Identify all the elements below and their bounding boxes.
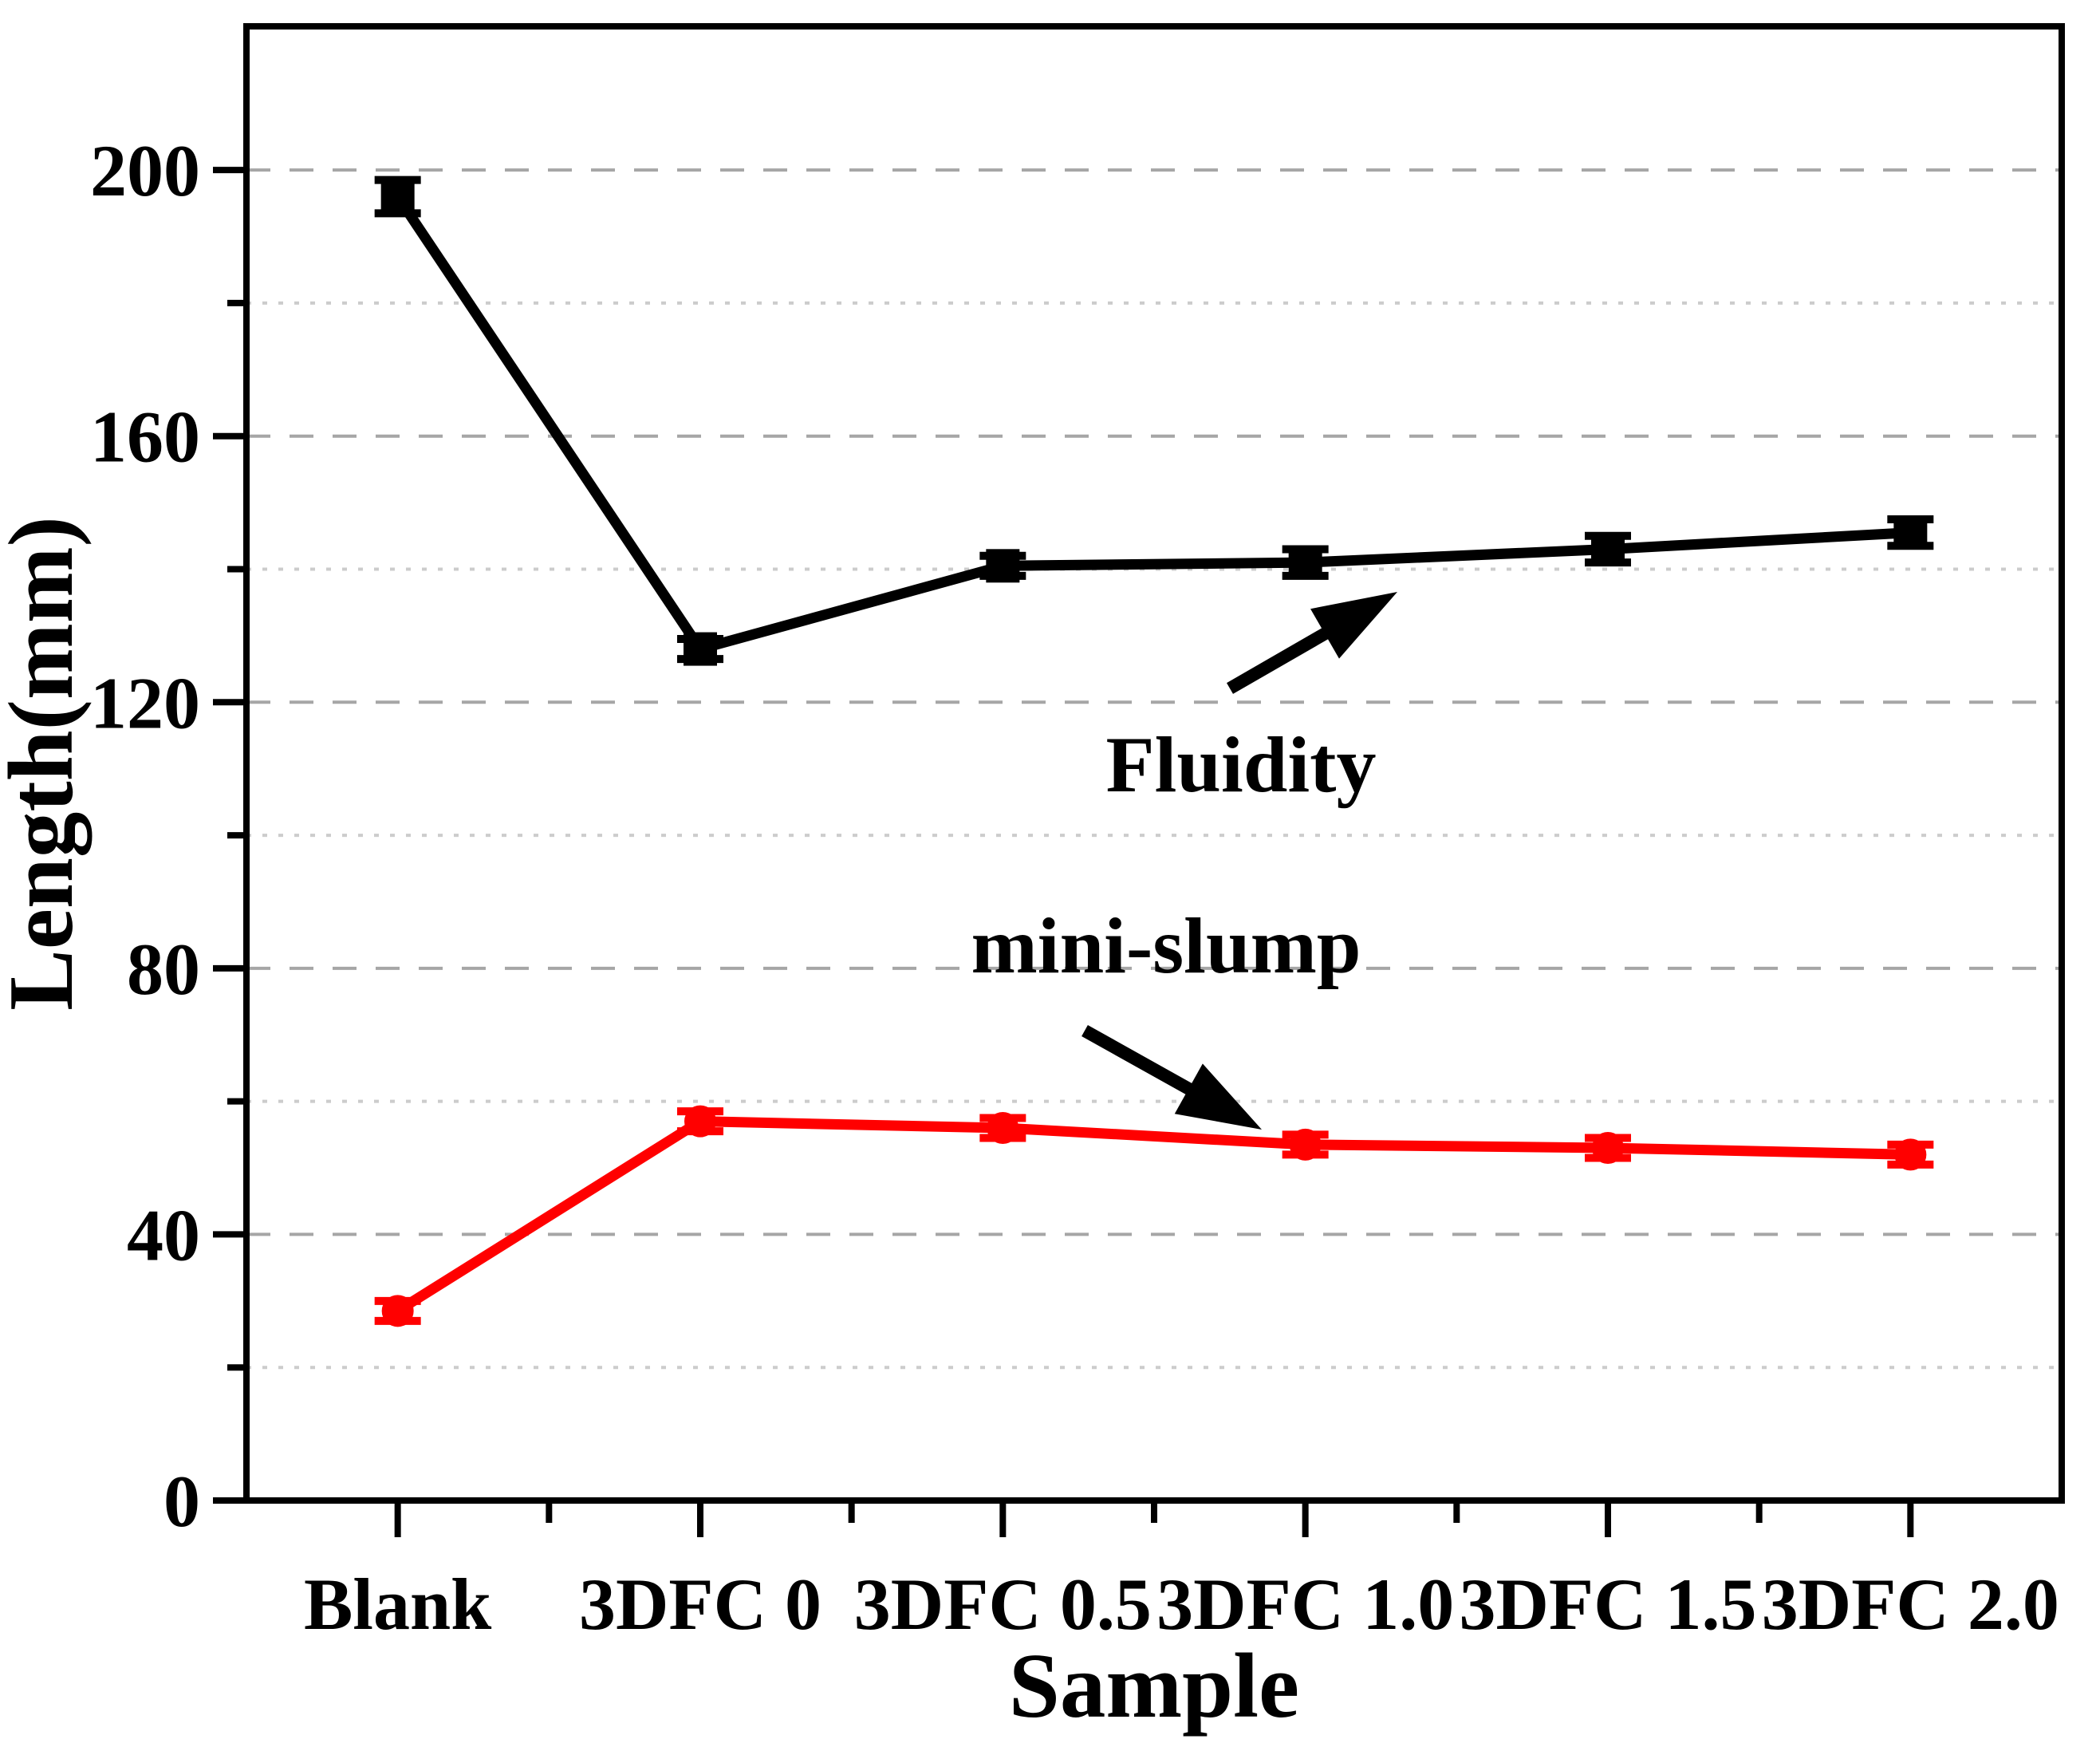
y-tick-label-40: 40: [127, 1194, 200, 1276]
x-tick-label-3dfc-1-0: 3DFC 1.0: [1156, 1564, 1454, 1645]
y-tick-label-200: 200: [90, 130, 200, 211]
mini-slump-annotation-label: mini-slump: [971, 901, 1361, 990]
annotation-arrow-line-0: [1227, 620, 1342, 694]
y-axis-title: Length(mm): [0, 516, 92, 1011]
y-tick-label-120: 120: [90, 662, 200, 743]
x-tick-label-3dfc-0: 3DFC 0: [579, 1564, 821, 1645]
annotation-arrow-line-1: [1082, 1025, 1206, 1102]
point-fluidity-2: [986, 549, 1020, 583]
annotation-arrow-head-0: [1310, 592, 1397, 659]
plot-border: [243, 23, 2065, 1504]
y-tick-label-0: 0: [164, 1461, 200, 1542]
point-fluidity-5: [1893, 515, 1928, 550]
series-fluidity: [374, 175, 1934, 666]
x-tick-label-3dfc-0-5: 3DFC 0.5: [854, 1564, 1152, 1645]
x-axis-title: Sample: [1009, 1635, 1299, 1737]
series-line-fluidity: [393, 193, 1911, 656]
y-tick-label-160: 160: [90, 396, 200, 478]
series-mini-slump: [374, 1105, 1934, 1327]
point-fluidity-4: [1591, 532, 1625, 566]
point-mini-slump-2: [987, 1111, 1019, 1144]
point-mini-slump-4: [1592, 1132, 1624, 1165]
x-tick-label-3dfc-1-5: 3DFC 1.5: [1459, 1564, 1756, 1645]
fluidity-annotation-label: Fluidity: [1106, 720, 1377, 809]
point-fluidity-3: [1288, 546, 1322, 580]
point-mini-slump-5: [1894, 1138, 1927, 1171]
y-tick-label-80: 80: [127, 929, 200, 1010]
series-line-mini-slump: [395, 1116, 1911, 1315]
annotation-arrows-layer: [1082, 592, 1397, 1130]
point-fluidity-1: [684, 632, 717, 666]
point-fluidity-0: [380, 179, 415, 214]
point-mini-slump-1: [684, 1105, 716, 1138]
point-mini-slump-0: [381, 1295, 414, 1327]
grid-layer: [246, 168, 2062, 1370]
point-mini-slump-3: [1289, 1128, 1322, 1161]
annotation-arrow-head-1: [1174, 1063, 1262, 1130]
x-tick-label-3dfc-2-0: 3DFC 2.0: [1762, 1564, 2059, 1645]
series-layer: [374, 175, 1934, 1327]
x-tick-label-blank: Blank: [304, 1564, 492, 1645]
